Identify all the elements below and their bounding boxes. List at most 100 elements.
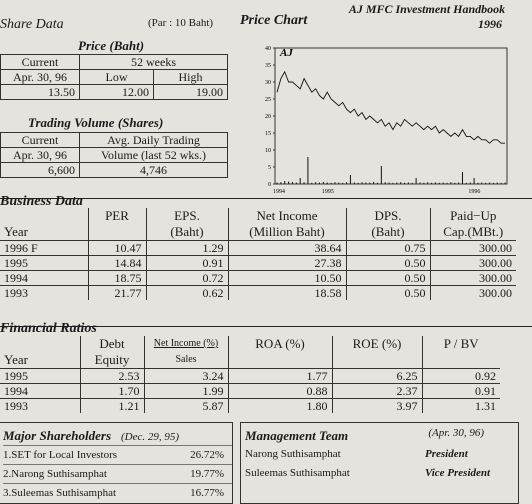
ratios-cell: 6.25 <box>331 368 422 384</box>
business-header-row: Year (Baht) (Million Baht) (Baht) Cap.(MBt.) <box>0 224 516 241</box>
business-cell: 1995 <box>0 255 88 271</box>
price-current-value: 13.50 <box>0 84 80 100</box>
ratios-header-cell: Net Income (%) <box>143 336 228 352</box>
handbook-title: AJ MFC Investment Handbook 1996 <box>322 2 532 32</box>
y-tick-label: 15 <box>265 131 271 137</box>
ratios-cell: 0.92 <box>421 368 500 384</box>
business-header-cell: (Baht) <box>145 224 228 241</box>
business-cell: 0.62 <box>145 285 228 300</box>
ratios-cell: 0.88 <box>227 383 332 399</box>
price-chart-heading: Price Chart <box>240 13 308 28</box>
y-tick-label: 40 <box>265 46 271 52</box>
management-role: President <box>425 448 468 460</box>
handbook-name: AJ MFC Investment Handbook <box>348 2 506 16</box>
business-header-cell: Paid−Up <box>429 208 516 224</box>
ratios-header-cell <box>421 352 500 369</box>
management-heading: Management Team <box>245 428 349 443</box>
price-line <box>276 70 505 144</box>
shareholder-item: 3.Suleemas Suthisamphat 16.77% <box>3 483 232 502</box>
price-heading: Price (Baht) <box>78 38 145 53</box>
shareholder-name: 3.Suleemas Suthisamphat <box>3 487 117 499</box>
business-cell: 0.75 <box>345 240 430 256</box>
business-row: 1995 14.84 0.91 27.38 0.50 300.00 <box>0 255 516 271</box>
business-cell: 21.77 <box>87 285 146 300</box>
ratios-cell: 1993 <box>0 398 80 413</box>
ratios-cell: 1.80 <box>227 398 332 413</box>
ratios-cell: 1.70 <box>79 383 144 399</box>
business-header-cell <box>0 208 88 224</box>
business-cell: 300.00 <box>429 285 516 300</box>
management-item: Narong Suthisamphat President <box>245 445 518 464</box>
management-name: Narong Suthisamphat <box>245 448 341 460</box>
y-tick-label: 25 <box>265 97 271 103</box>
business-cell: 10.50 <box>227 270 346 286</box>
ratios-row: 1994 1.70 1.99 0.88 2.37 0.91 <box>0 383 500 399</box>
y-tick-label: 5 <box>268 165 271 171</box>
ratios-cell: 1.31 <box>421 398 500 413</box>
ratios-header-cell <box>331 352 422 369</box>
price-low-label: Low <box>79 69 154 85</box>
business-header-cell: EPS. <box>145 208 228 224</box>
price-current-label: Current <box>0 54 80 70</box>
volume-date: Apr. 30, 96 <box>0 147 80 163</box>
price-date: Apr. 30, 96 <box>0 69 80 85</box>
business-row: 1994 18.75 0.72 10.50 0.50 300.00 <box>0 270 516 286</box>
business-row: 1993 21.77 0.62 18.58 0.50 300.00 <box>0 285 516 300</box>
business-header-cell: DPS. <box>345 208 430 224</box>
business-cell: 300.00 <box>429 270 516 286</box>
price-high-label: High <box>153 69 228 85</box>
business-cell: 0.50 <box>345 285 430 300</box>
financial-ratios-heading: Financial Ratios <box>0 321 97 336</box>
shareholder-name: 1.SET for Local Investors <box>3 449 118 461</box>
volume-avg-label-1: Avg. Daily Trading <box>79 132 228 148</box>
ratios-header-row: Debt Net Income (%) ROA (%) ROE (%) P / BV <box>0 336 500 352</box>
par-value: (Par : 10 Baht) <box>148 17 214 29</box>
business-cell: 1994 <box>0 270 88 286</box>
management-date: (Apr. 30, 96) <box>428 427 484 439</box>
ratios-cell: 5.87 <box>143 398 228 413</box>
volume-heading: Trading Volume (Shares) <box>28 115 164 130</box>
price-chart: 0 5 10 15 20 25 30 35 40 1994 1995 1996 AJ <box>265 46 508 195</box>
ratios-cell: 1.99 <box>143 383 228 399</box>
ratios-header-cell: P / BV <box>421 336 500 352</box>
business-cell: 0.91 <box>145 255 228 271</box>
business-header-cell: Year <box>4 224 28 239</box>
business-header-row: PER EPS. Net Income DPS. Paid−Up <box>0 208 516 224</box>
shareholders-date: (Dec. 29, 95) <box>121 431 180 443</box>
business-cell: 10.47 <box>87 240 146 256</box>
business-cell: 18.75 <box>87 270 146 286</box>
ratios-header-cell: Sales <box>143 352 228 369</box>
business-cell: 38.64 <box>227 240 346 256</box>
shareholder-item: 2.Narong Suthisamphat 19.77% <box>3 464 232 483</box>
price-low-value: 12.00 <box>79 84 154 100</box>
series-label: AJ <box>279 47 293 59</box>
business-cell: 27.38 <box>227 255 346 271</box>
business-row: 1996 F 10.47 1.29 38.64 0.75 300.00 <box>0 240 516 256</box>
volume-current-value: 6,600 <box>0 162 80 178</box>
price-high-value: 19.00 <box>153 84 228 100</box>
shareholder-percent: 26.72% <box>190 449 224 461</box>
y-tick-label: 10 <box>265 148 271 154</box>
ratios-cell: 2.37 <box>331 383 422 399</box>
ratios-header-cell: Equity <box>79 352 144 369</box>
ratios-cell: 3.24 <box>143 368 228 384</box>
business-cell: 300.00 <box>429 240 516 256</box>
business-data-heading: Business Data <box>0 194 83 209</box>
ratios-header-cell: Year <box>4 352 28 367</box>
business-cell: 14.84 <box>87 255 146 271</box>
shareholder-percent: 19.77% <box>190 468 224 480</box>
business-cell: 0.50 <box>345 255 430 271</box>
y-tick-label: 30 <box>265 80 271 86</box>
x-tick-label: 1994 <box>273 189 285 195</box>
ratios-cell: 1.77 <box>227 368 332 384</box>
ratios-header-row: Year Equity Sales <box>0 352 500 369</box>
shareholder-name: 2.Narong Suthisamphat <box>3 468 107 480</box>
x-tick-label: 1996 <box>468 189 480 195</box>
ratios-cell: 3.97 <box>331 398 422 413</box>
price-52weeks: 52 weeks <box>79 54 228 70</box>
ratios-header-cell: ROE (%) <box>331 336 422 352</box>
ratios-header-cell: ROA (%) <box>227 336 332 352</box>
y-tick-label: 35 <box>265 63 271 69</box>
business-cell: 300.00 <box>429 255 516 271</box>
management-box: Management Team (Apr. 30, 96) Narong Sut… <box>240 422 519 504</box>
